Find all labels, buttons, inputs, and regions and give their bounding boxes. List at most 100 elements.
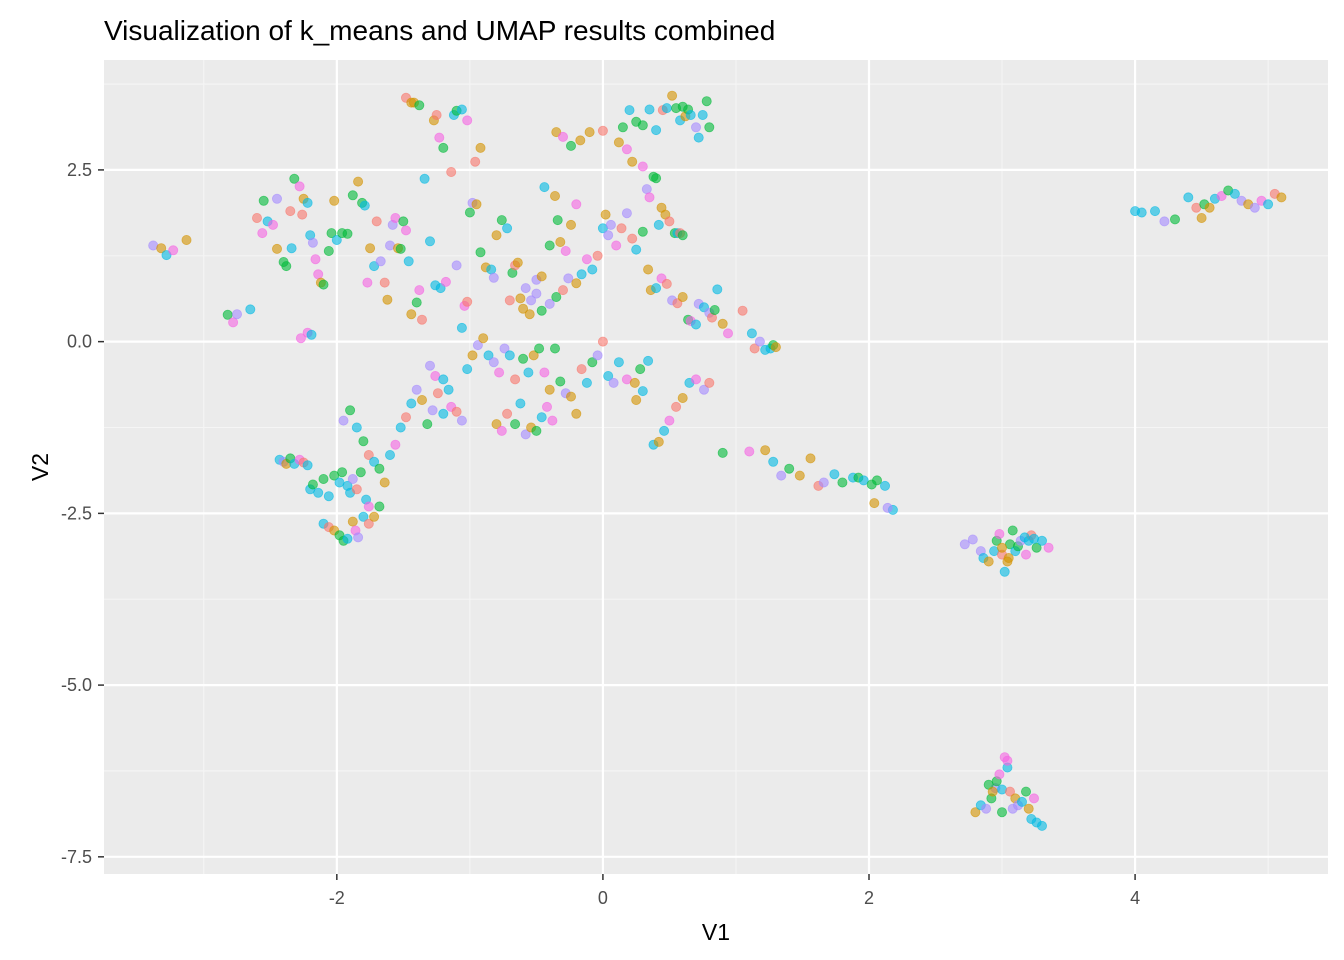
data-point xyxy=(872,475,883,486)
data-point xyxy=(659,425,670,436)
data-point xyxy=(744,446,755,457)
data-point xyxy=(544,384,555,395)
data-point xyxy=(286,243,297,254)
data-point xyxy=(576,364,587,375)
data-point xyxy=(395,243,406,254)
data-point xyxy=(462,115,473,126)
data-point xyxy=(1003,553,1014,564)
data-point xyxy=(443,384,454,395)
data-point xyxy=(313,487,324,498)
data-point xyxy=(181,234,192,245)
data-point xyxy=(483,350,494,361)
data-point xyxy=(1216,190,1227,201)
data-point xyxy=(342,228,353,239)
data-point xyxy=(414,100,425,111)
data-point xyxy=(749,343,760,354)
data-point xyxy=(456,322,467,333)
data-point xyxy=(970,807,981,818)
data-point xyxy=(605,219,616,230)
data-point xyxy=(411,297,422,308)
data-point xyxy=(994,769,1005,780)
data-point xyxy=(531,425,542,436)
data-point xyxy=(289,173,300,184)
data-point xyxy=(462,364,473,375)
data-point xyxy=(608,377,619,388)
data-point xyxy=(496,215,507,226)
data-point xyxy=(555,236,566,247)
data-point xyxy=(1021,549,1032,560)
data-point xyxy=(390,439,401,450)
data-point xyxy=(584,127,595,138)
data-point xyxy=(552,215,563,226)
data-point xyxy=(307,237,318,248)
data-point xyxy=(470,156,481,167)
data-point xyxy=(496,425,507,436)
data-point xyxy=(302,197,313,208)
data-point xyxy=(558,131,569,142)
data-point xyxy=(637,161,648,172)
data-point xyxy=(627,156,638,167)
x-axis: -2 0 2 4 xyxy=(329,874,1140,908)
data-point xyxy=(563,273,574,284)
data-point xyxy=(644,104,655,115)
data-point xyxy=(438,142,449,153)
data-point xyxy=(338,415,349,426)
data-point xyxy=(295,333,306,344)
data-point xyxy=(440,276,451,287)
data-point xyxy=(267,219,278,230)
data-point xyxy=(597,336,608,347)
data-point xyxy=(539,367,550,378)
data-point xyxy=(285,206,296,217)
data-point xyxy=(456,104,467,115)
data-point xyxy=(999,566,1010,577)
data-point xyxy=(882,502,893,513)
data-point xyxy=(1170,214,1181,225)
data-point xyxy=(406,398,417,409)
data-point xyxy=(539,182,550,193)
data-point xyxy=(575,135,586,146)
data-point xyxy=(544,298,555,309)
data-point xyxy=(310,254,321,265)
data-point xyxy=(382,294,393,305)
data-point xyxy=(637,226,648,237)
data-point xyxy=(550,343,561,354)
data-point xyxy=(323,491,334,502)
data-point xyxy=(526,295,537,306)
data-point xyxy=(544,240,555,251)
data-point xyxy=(560,245,571,256)
data-point xyxy=(245,304,256,315)
y-axis-title: V2 xyxy=(27,453,53,481)
data-point xyxy=(369,456,380,467)
data-point xyxy=(597,125,608,136)
x-tick-label: 4 xyxy=(1130,888,1140,908)
data-point xyxy=(520,283,531,294)
data-point xyxy=(462,296,473,307)
data-point xyxy=(504,350,515,361)
data-point xyxy=(880,480,891,491)
data-point xyxy=(499,343,510,354)
data-point xyxy=(555,376,566,387)
data-point xyxy=(677,392,688,403)
data-point xyxy=(363,518,374,529)
data-point xyxy=(667,90,678,101)
minor-gridlines xyxy=(104,60,1328,874)
data-point xyxy=(502,223,513,234)
data-point xyxy=(318,473,329,484)
data-point xyxy=(631,394,642,405)
data-point xyxy=(959,539,970,550)
data-point xyxy=(531,288,542,299)
data-point xyxy=(592,250,603,261)
data-point xyxy=(603,370,614,381)
data-point xyxy=(581,254,592,265)
data-point xyxy=(754,336,765,347)
data-point xyxy=(510,419,521,430)
data-point xyxy=(693,132,704,143)
data-point xyxy=(637,120,648,131)
data-point xyxy=(571,278,582,289)
data-point xyxy=(318,279,329,290)
data-point xyxy=(351,484,362,495)
data-point xyxy=(994,529,1005,540)
data-point xyxy=(805,453,816,464)
data-point xyxy=(257,228,268,239)
data-point xyxy=(345,405,356,416)
